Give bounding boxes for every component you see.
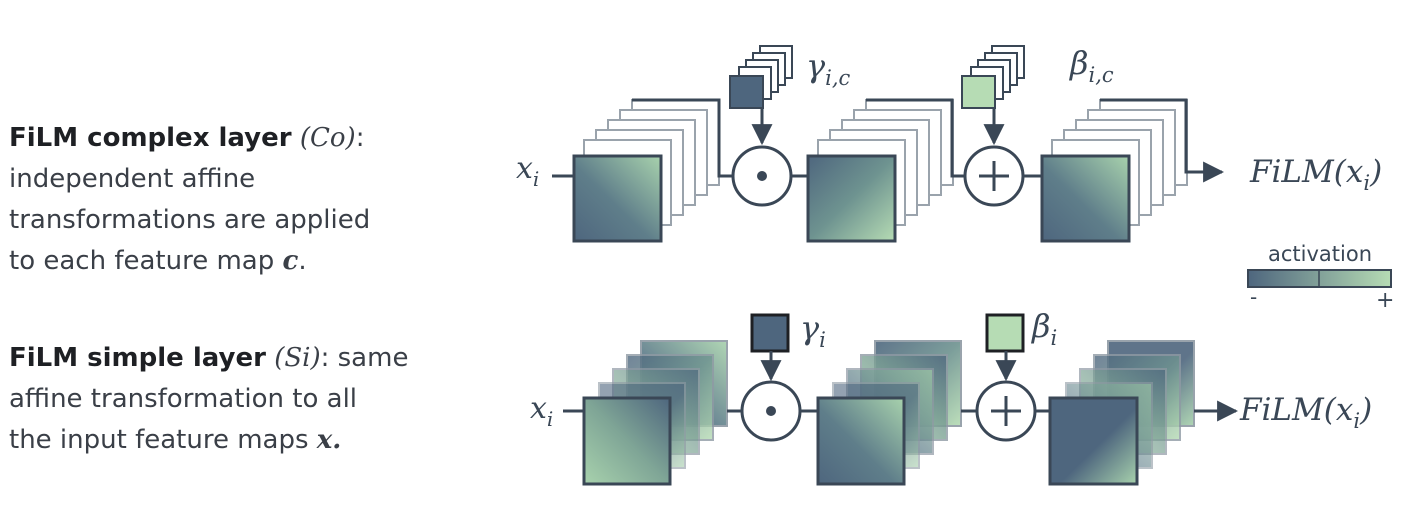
simple-colon-rest: : same [320,343,409,373]
simple-beta-square [985,313,1025,353]
complex-colon: : [355,123,365,153]
complex-description: FiLM complex layer (Co): independent aff… [9,118,370,282]
complex-output-arrow [1100,98,1225,183]
complex-beta-label: βi,c [1069,44,1114,87]
complex-line-3: to each feature map c. [9,241,370,282]
simple-tag: (Si) [274,343,321,373]
simple-line-2: the input feature maps x. [9,420,408,461]
complex-feature-map-input [572,154,663,243]
complex-feature-map-output [1040,154,1131,243]
activation-legend: activation - + [1247,242,1394,313]
multiply-dot-icon [757,171,767,181]
complex-diagram: xi γi,c [516,44,1382,243]
complex-feature-map-middle [806,154,897,243]
simple-heading: FiLM simple layer (Si): same [9,338,408,379]
complex-heading: FiLM complex layer (Co): [9,118,370,159]
complex-line-2: transformations are applied [9,205,371,235]
legend-plus: + [1376,288,1394,313]
complex-stack-connector-2 [866,98,966,178]
complex-line-3-text: to each feature map [9,246,283,276]
simple-feature-map-output [1048,396,1139,486]
legend-minus: - [1250,285,1257,309]
complex-output-label: FiLM(xi) [1249,154,1382,195]
complex-line-1: independent affine [9,164,256,194]
complex-gamma-label: γi,c [806,47,851,90]
simple-description: FiLM simple layer (Si): same affine tran… [9,338,408,461]
simple-gamma-label: γi [800,309,826,352]
complex-gamma-square [729,75,764,109]
complex-tag: (Co) [299,123,356,153]
simple-line-2-text: the input feature maps [9,425,317,455]
legend-title: activation [1268,242,1372,266]
simple-output-label: FiLM(xi) [1239,392,1372,433]
simple-feature-map-input [582,396,672,486]
complex-input-label: xi [516,151,539,191]
complex-beta-square [961,75,996,109]
simple-diagram: xi γi βi [530,307,1372,486]
simple-gamma-square [750,313,790,353]
complex-title: FiLM complex layer [9,123,292,153]
complex-line-3-end: . [298,246,307,276]
complex-line-3-var: c [282,246,299,276]
simple-feature-map-middle [816,396,906,486]
simple-beta-label: βi [1031,307,1057,350]
complex-stack-connector-1 [632,98,732,178]
simple-line-2-var: x. [316,425,342,455]
simple-title: FiLM simple layer [9,343,266,373]
simple-input-label: xi [530,391,553,431]
multiply-dot-icon [766,406,776,416]
simple-line-1: affine transformation to all [9,384,358,414]
